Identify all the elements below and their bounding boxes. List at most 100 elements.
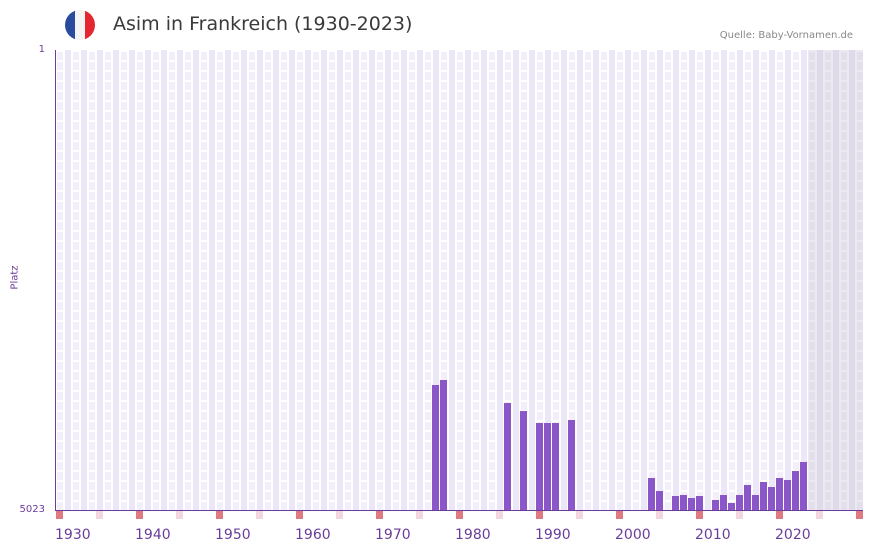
x-axis-line <box>55 510 863 511</box>
x-tick-1950: 1950 <box>215 527 251 543</box>
bar-2021[interactable] <box>784 479 791 510</box>
grid-stripe <box>401 50 407 510</box>
bar-2004[interactable] <box>648 478 655 510</box>
half-decade-marker <box>496 511 503 519</box>
grid-stripe <box>513 50 519 510</box>
grid-stripe <box>577 50 583 510</box>
grid-stripe <box>225 50 231 510</box>
chart-title: Asim in Frankreich (1930-2023) <box>113 13 413 35</box>
grid-stripe <box>177 50 183 510</box>
x-tick-2010: 2010 <box>695 527 731 543</box>
bar-2022[interactable] <box>792 470 799 510</box>
grid-stripe <box>721 50 727 510</box>
decade-marker <box>856 511 863 519</box>
grid-stripe <box>561 50 567 510</box>
grid-stripe <box>657 50 663 510</box>
decade-marker <box>536 511 543 519</box>
grid-stripe <box>241 50 247 510</box>
bar-1991[interactable] <box>544 422 551 510</box>
grid-background <box>55 50 863 510</box>
bar-1994[interactable] <box>568 419 575 510</box>
grid-stripe <box>833 50 839 510</box>
bar-2009[interactable] <box>688 498 695 510</box>
grid-stripe <box>417 50 423 510</box>
decade-marker <box>376 511 383 519</box>
grid-stripe <box>769 50 775 510</box>
bar-2017[interactable] <box>752 494 759 510</box>
bar-1988[interactable] <box>520 410 527 510</box>
x-tick-1980: 1980 <box>455 527 491 543</box>
grid-stripe <box>497 50 503 510</box>
grid-stripe <box>673 50 679 510</box>
grid-stripe <box>705 50 711 510</box>
grid-stripe <box>321 50 327 510</box>
bar-2007[interactable] <box>672 496 679 510</box>
grid-stripe <box>113 50 119 510</box>
half-decade-marker <box>736 511 743 519</box>
grid-stripe <box>337 50 343 510</box>
bar-2023[interactable] <box>800 462 807 510</box>
grid-stripe <box>545 50 551 510</box>
grid-stripe <box>529 50 535 510</box>
decade-marker <box>696 511 703 519</box>
grid-stripe <box>353 50 359 510</box>
bar-2008[interactable] <box>680 494 687 510</box>
half-decade-marker <box>816 511 823 519</box>
grid-stripe <box>465 50 471 510</box>
grid-stripe <box>65 50 71 510</box>
x-tick-1990: 1990 <box>535 527 571 543</box>
decade-marker <box>616 511 623 519</box>
grid-stripe <box>817 50 823 510</box>
bar-2013[interactable] <box>720 494 727 510</box>
bar-2016[interactable] <box>744 485 751 510</box>
bar-2015[interactable] <box>736 494 743 510</box>
bar-2018[interactable] <box>760 481 767 510</box>
grid-stripe <box>801 50 807 510</box>
bar-2005[interactable] <box>656 491 663 510</box>
grid-stripe <box>97 50 103 510</box>
grid-stripe <box>609 50 615 510</box>
bar-1978[interactable] <box>440 380 447 510</box>
x-tick-2000: 2000 <box>615 527 651 543</box>
y-tick-top: 1 <box>38 44 45 55</box>
bar-2020[interactable] <box>776 478 783 510</box>
bar-1992[interactable] <box>552 422 559 510</box>
grid-stripe <box>753 50 759 510</box>
grid-stripe <box>785 50 791 510</box>
x-tick-1940: 1940 <box>135 527 171 543</box>
bar-1990[interactable] <box>536 422 543 510</box>
grid-stripe <box>593 50 599 510</box>
grid-stripe <box>273 50 279 510</box>
decade-marker <box>136 511 143 519</box>
bar-2014[interactable] <box>728 503 735 510</box>
bar-2012[interactable] <box>712 500 719 510</box>
bar-1977[interactable] <box>432 384 439 510</box>
bar-1986[interactable] <box>504 403 511 510</box>
grid-stripe <box>129 50 135 510</box>
grid-stripe <box>161 50 167 510</box>
half-decade-marker <box>336 511 343 519</box>
half-decade-marker <box>656 511 663 519</box>
decade-marker <box>456 511 463 519</box>
bar-2019[interactable] <box>768 487 775 510</box>
grid-stripe <box>209 50 215 510</box>
grid-stripe <box>289 50 295 510</box>
x-tick-1960: 1960 <box>295 527 331 543</box>
half-decade-marker <box>576 511 583 519</box>
grid-stripe <box>193 50 199 510</box>
grid-stripe <box>369 50 375 510</box>
half-decade-marker <box>416 511 423 519</box>
y-axis-line <box>55 50 56 511</box>
x-tick-2020: 2020 <box>775 527 811 543</box>
x-tick-1970: 1970 <box>375 527 411 543</box>
y-tick-bottom: 5023 <box>19 504 45 515</box>
bar-2010[interactable] <box>696 496 703 510</box>
france-flag-icon <box>65 10 95 40</box>
grid-stripe <box>737 50 743 510</box>
grid-stripe <box>641 50 647 510</box>
decade-marker <box>216 511 223 519</box>
half-decade-marker <box>96 511 103 519</box>
decade-marker <box>296 511 303 519</box>
half-decade-marker <box>256 511 263 519</box>
grid-stripe <box>257 50 263 510</box>
